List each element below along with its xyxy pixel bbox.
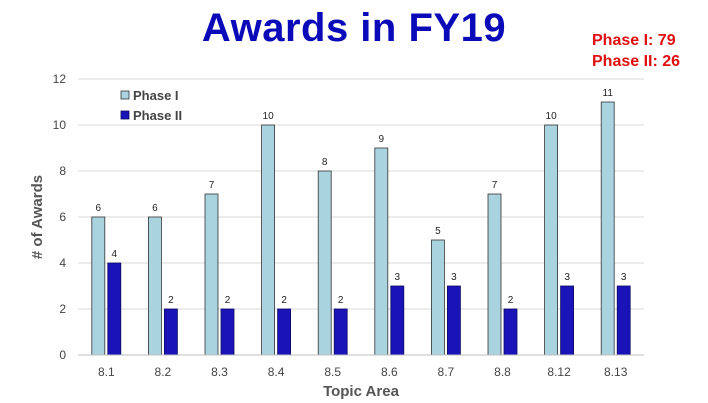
y-axis-ticks: 0 2 4 6 8 10 12 [53,72,67,362]
y-tick-label: 0 [59,348,66,362]
data-label-phase-2: 2 [225,295,231,306]
bar-phase-2 [333,308,348,356]
x-tick-label: 8.3 [211,365,228,379]
bar-phase-1 [261,124,276,356]
data-label-phase-2: 2 [508,295,514,306]
data-labels: 6 4 6 2 7 2 10 2 8 2 9 3 5 3 7 2 10 3 11 3 [96,88,627,306]
bar-phase-1 [544,124,558,356]
chart-title: Awards in FY19 [201,6,507,50]
bar-phase-1 [317,170,332,356]
bar-phase-1 [147,216,162,356]
data-label-phase-1: 6 [152,203,158,214]
data-label-phase-2: 3 [621,272,627,283]
data-label-phase-2: 2 [338,295,344,306]
bar-phase-1 [91,216,106,356]
y-tick-label: 8 [59,164,66,178]
data-label-phase-1: 9 [379,134,385,145]
bar-phase-1 [204,193,219,356]
bar-phase-1 [374,147,389,356]
y-tick-label: 12 [53,72,67,86]
x-tick-label: 8.7 [438,365,455,379]
y-axis-title: # of Awards [29,175,46,259]
bar-phase-2 [390,285,405,356]
x-axis-ticks: 8.1 8.2 8.3 8.4 8.5 8.6 8.7 8.8 8.12 8.13 [98,365,628,379]
data-label-phase-1: 5 [435,226,441,237]
data-label-phase-2: 4 [112,249,118,260]
data-label-phase-1: 10 [546,111,558,122]
y-tick-label: 6 [59,210,66,224]
phase-1-total: Phase I: 79 [592,32,676,49]
bars [91,101,631,356]
data-label-phase-2: 3 [395,272,401,283]
data-label-phase-2: 2 [168,295,174,306]
bar-phase-2 [616,285,631,356]
bar-phase-1 [600,101,615,356]
bar-phase-2 [446,285,461,356]
bar-phase-2 [277,308,292,356]
x-tick-label: 8.5 [324,365,341,379]
bar-phase-1 [487,193,502,356]
data-label-phase-1: 7 [492,180,498,191]
x-tick-label: 8.1 [98,365,115,379]
x-tick-label: 8.2 [155,365,172,379]
data-label-phase-2: 3 [451,272,457,283]
data-label-phase-1: 11 [603,88,614,99]
data-label-phase-1: 7 [209,180,215,191]
x-tick-label: 8.13 [604,365,628,379]
x-tick-label: 8.12 [547,365,571,379]
data-label-phase-2: 2 [281,295,287,306]
legend-swatch-phase-1 [120,90,130,100]
y-tick-label: 4 [59,256,66,270]
data-label-phase-2: 3 [564,272,570,283]
y-tick-label: 2 [59,302,66,316]
y-tick-label: 10 [53,118,67,132]
data-label-phase-1: 6 [96,203,102,214]
x-tick-label: 8.6 [381,365,398,379]
bar-phase-2 [560,285,574,356]
bar-phase-2 [220,308,235,356]
data-label-phase-1: 8 [322,157,328,168]
x-axis-title: Topic Area [323,383,400,400]
x-tick-label: 8.4 [268,365,285,379]
bar-phase-2 [107,262,122,356]
legend: Phase I Phase II [120,88,182,123]
bar-phase-2 [163,308,178,356]
phase-2-total: Phase II: 26 [592,53,681,70]
bar-phase-1 [430,239,445,356]
legend-label-phase-2: Phase II [133,108,182,123]
data-label-phase-1: 10 [263,111,275,122]
legend-swatch-phase-2 [120,110,130,120]
x-tick-label: 8.8 [494,365,511,379]
legend-label-phase-1: Phase I [133,88,179,103]
bar-phase-2 [503,308,518,356]
